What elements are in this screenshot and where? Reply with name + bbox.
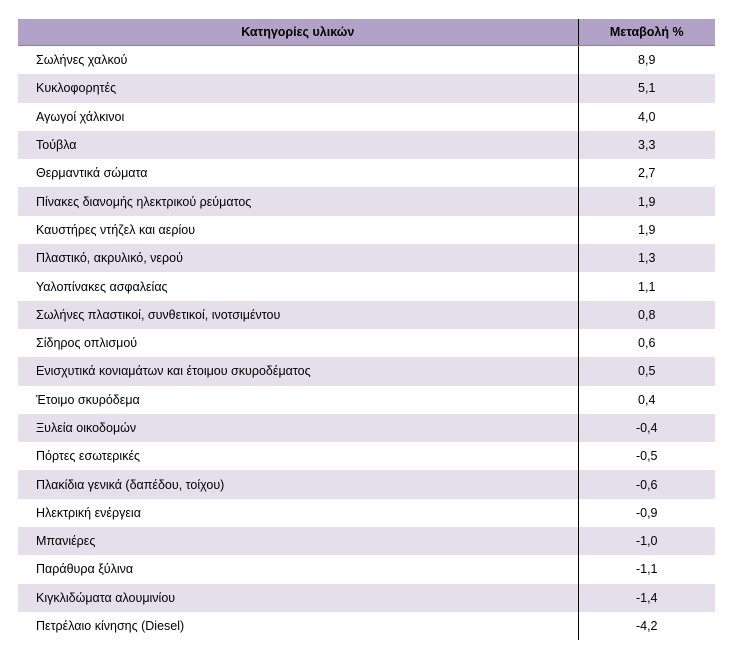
category-cell: Σίδηρος οπλισμού bbox=[18, 328, 578, 358]
change-percent-cell: -1,4 bbox=[577, 583, 715, 612]
table-row: Καυστήρες ντήζελ και αερίου 1,9 bbox=[18, 215, 715, 245]
table-header: Κατηγορίες υλικών Μεταβολή % bbox=[18, 19, 715, 46]
table-row: Πλαστικό, ακρυλικό, νερού 1,3 bbox=[18, 244, 715, 273]
category-cell: Πλαστικό, ακρυλικό, νερού bbox=[18, 244, 578, 273]
category-cell: Υαλοπίνακες ασφαλείας bbox=[18, 272, 578, 301]
header-row: Κατηγορίες υλικών Μεταβολή % bbox=[18, 19, 715, 46]
category-cell: Θερμαντικά σώματα bbox=[18, 159, 578, 188]
change-percent-cell: -4,2 bbox=[577, 611, 715, 641]
table-row: Ενισχυτικά κονιαμάτων και έτοιμου σκυροδ… bbox=[18, 357, 715, 386]
table-row: Αγωγοί χάλκινοι 4,0 bbox=[18, 102, 715, 131]
change-percent-cell: 1,1 bbox=[577, 272, 715, 301]
change-percent-cell: -1,1 bbox=[577, 555, 715, 584]
table-row: Σίδηρος οπλισμού 0,6 bbox=[18, 328, 715, 358]
category-cell: Παράθυρα ξύλινα bbox=[18, 555, 578, 584]
materials-price-change-table: Κατηγορίες υλικών Μεταβολή % Σωλήνες χαλ… bbox=[18, 19, 715, 641]
change-percent-cell: -0,4 bbox=[577, 413, 715, 443]
category-cell: Ηλεκτρική ενέργεια bbox=[18, 498, 578, 528]
change-percent-cell: 0,8 bbox=[577, 300, 715, 329]
table-row: Ηλεκτρική ενέργεια -0,9 bbox=[18, 498, 715, 528]
change-percent-cell: -0,9 bbox=[577, 498, 715, 528]
change-percent-cell: 3,3 bbox=[577, 130, 715, 160]
category-cell: Πίνακες διανομής ηλεκτρικού ρεύματος bbox=[18, 187, 578, 216]
category-cell: Κυκλοφορητές bbox=[18, 74, 578, 103]
category-cell: Σωλήνες χαλκού bbox=[18, 45, 578, 75]
change-percent-cell: 4,0 bbox=[577, 102, 715, 131]
table-row: Κιγκλιδώματα αλουμινίου -1,4 bbox=[18, 583, 715, 612]
change-percent-cell: 8,9 bbox=[577, 45, 715, 75]
change-percent-cell: 1,9 bbox=[577, 187, 715, 216]
change-percent-cell: 5,1 bbox=[577, 74, 715, 103]
change-percent-cell: 2,7 bbox=[577, 159, 715, 188]
category-cell: Πόρτες εσωτερικές bbox=[18, 442, 578, 471]
table-row: Ξυλεία οικοδομών -0,4 bbox=[18, 413, 715, 443]
table-row: Πετρέλαιο κίνησης (Diesel) -4,2 bbox=[18, 611, 715, 641]
table-row: Κυκλοφορητές 5,1 bbox=[18, 74, 715, 103]
table-row: Θερμαντικά σώματα 2,7 bbox=[18, 159, 715, 188]
category-cell: Έτοιμο σκυρόδεμα bbox=[18, 385, 578, 414]
table-row: Μπανιέρες -1,0 bbox=[18, 527, 715, 556]
change-percent-cell: 0,4 bbox=[577, 385, 715, 414]
category-cell: Σωλήνες πλαστικοί, συνθετικοί, ινοτσιμέν… bbox=[18, 300, 578, 329]
table-row: Πίνακες διανομής ηλεκτρικού ρεύματος 1,9 bbox=[18, 187, 715, 216]
table-row: Πόρτες εσωτερικές -0,5 bbox=[18, 442, 715, 471]
materials-price-change-table-container: Κατηγορίες υλικών Μεταβολή % Σωλήνες χαλ… bbox=[18, 19, 715, 641]
category-cell: Τούβλα bbox=[18, 130, 578, 160]
category-cell: Αγωγοί χάλκινοι bbox=[18, 102, 578, 131]
table-row: Σωλήνες χαλκού 8,9 bbox=[18, 45, 715, 75]
category-cell: Ενισχυτικά κονιαμάτων και έτοιμου σκυροδ… bbox=[18, 357, 578, 386]
table-body: Σωλήνες χαλκού 8,9 Κυκλοφορητές 5,1 Αγωγοί χ… bbox=[18, 45, 715, 641]
category-cell: Μπανιέρες bbox=[18, 527, 578, 556]
change-percent-cell: -1,0 bbox=[577, 527, 715, 556]
category-cell: Κιγκλιδώματα αλουμινίου bbox=[18, 583, 578, 612]
change-percent-cell: 1,9 bbox=[577, 215, 715, 245]
header-change-percent: Μεταβολή % bbox=[577, 19, 715, 46]
category-cell: Ξυλεία οικοδομών bbox=[18, 413, 578, 443]
category-cell: Πετρέλαιο κίνησης (Diesel) bbox=[18, 611, 578, 641]
table-row: Υαλοπίνακες ασφαλείας 1,1 bbox=[18, 272, 715, 301]
change-percent-cell: 1,3 bbox=[577, 244, 715, 273]
table-row: Σωλήνες πλαστικοί, συνθετικοί, ινοτσιμέν… bbox=[18, 300, 715, 329]
table-row: Έτοιμο σκυρόδεμα 0,4 bbox=[18, 385, 715, 414]
change-percent-cell: 0,5 bbox=[577, 357, 715, 386]
category-cell: Καυστήρες ντήζελ και αερίου bbox=[18, 215, 578, 245]
table-row: Παράθυρα ξύλινα -1,1 bbox=[18, 555, 715, 584]
change-percent-cell: -0,5 bbox=[577, 442, 715, 471]
change-percent-cell: 0,6 bbox=[577, 328, 715, 358]
change-percent-cell: -0,6 bbox=[577, 470, 715, 499]
table-row: Πλακίδια γενικά (δαπέδου, τοίχου) -0,6 bbox=[18, 470, 715, 499]
category-cell: Πλακίδια γενικά (δαπέδου, τοίχου) bbox=[18, 470, 578, 499]
header-category: Κατηγορίες υλικών bbox=[18, 19, 578, 46]
table-row: Τούβλα 3,3 bbox=[18, 130, 715, 160]
